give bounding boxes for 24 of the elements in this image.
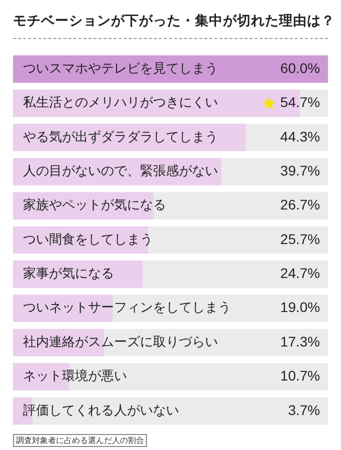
data-label: 3.7% xyxy=(288,402,320,418)
y-tick-label: つい間食をしてしまう xyxy=(23,232,153,248)
data-label: 39.7% xyxy=(280,162,320,178)
y-tick-label: ついネットサーフィンをしてしまう xyxy=(23,300,231,316)
y-tick-label: やる気が出ずダラダラしてしまう xyxy=(23,130,218,145)
data-label: 26.7% xyxy=(280,196,320,213)
text: 調査対象者に占める選んだ人の割合 xyxy=(13,434,147,447)
data-label: 44.3% xyxy=(280,128,320,144)
data-label: 24.7% xyxy=(280,265,320,282)
y-tick-label: ついスマホやテレビを見てしまう xyxy=(23,61,218,76)
data-label: 19.0% xyxy=(280,299,320,316)
data-label: 60.0% xyxy=(280,60,320,76)
data-label: 54.7% xyxy=(280,94,320,110)
data-label: 17.3% xyxy=(280,333,320,350)
data-label: 10.7% xyxy=(280,368,320,384)
y-tick-label: 家事が気になる xyxy=(23,266,114,282)
y-tick-label: 人の目がないので、緊張感がない xyxy=(23,164,218,180)
y-tick-label: 評価してくれる人がいない xyxy=(23,403,179,418)
y-tick-label: 社内連絡がスムーズに取りづらい xyxy=(23,334,218,350)
y-tick-label: 家族やペットが気になる xyxy=(23,197,166,214)
data-label: 25.7% xyxy=(280,230,320,247)
y-tick-label: 私生活とのメリハリがつきにくい xyxy=(23,96,218,111)
y-tick-label: ネット環境が悪い xyxy=(23,368,127,384)
chart-title: モチベーションが下がった・集中が切れた理由は？ xyxy=(13,12,335,30)
